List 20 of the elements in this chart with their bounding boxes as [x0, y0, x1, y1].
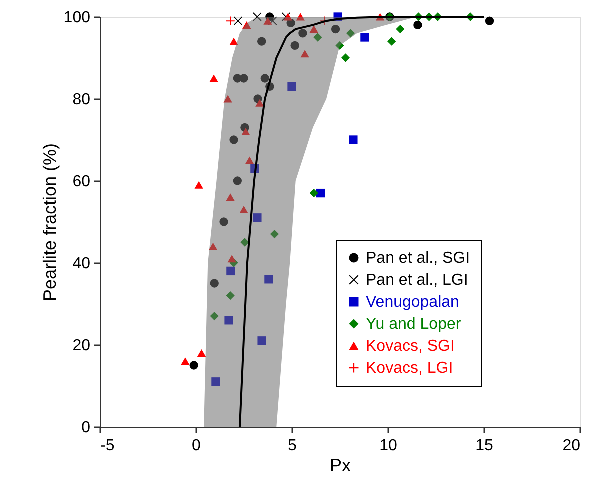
legend-label: Venugopalan — [366, 294, 460, 311]
y-tick-label: 80 — [72, 92, 91, 108]
x-tick-label: 15 — [476, 438, 494, 454]
y-tick-label: 0 — [82, 420, 91, 436]
y-tick-label: 60 — [72, 174, 91, 190]
x-tick-label: 20 — [562, 438, 581, 454]
x-tick-label: -5 — [100, 438, 115, 454]
x-tick-label: 5 — [288, 438, 298, 454]
x-tick-label: 0 — [192, 438, 202, 454]
x-tick-label: 10 — [380, 438, 398, 454]
legend-label: Pan et al., LGI — [366, 272, 468, 289]
y-tick-label: 20 — [72, 338, 91, 354]
legend-label: Pan et al., SGI — [366, 250, 470, 267]
x-axis-title: Px — [330, 456, 352, 476]
y-tick-label: 40 — [72, 256, 91, 272]
y-axis-title: Pearlite fraction (%) — [40, 143, 60, 302]
y-tick-label: 100 — [64, 10, 91, 26]
legend-label: Kovacs, SGI — [366, 338, 455, 355]
legend-label: Kovacs, LGI — [366, 360, 454, 377]
legend-label: Yu and Loper — [366, 316, 462, 333]
